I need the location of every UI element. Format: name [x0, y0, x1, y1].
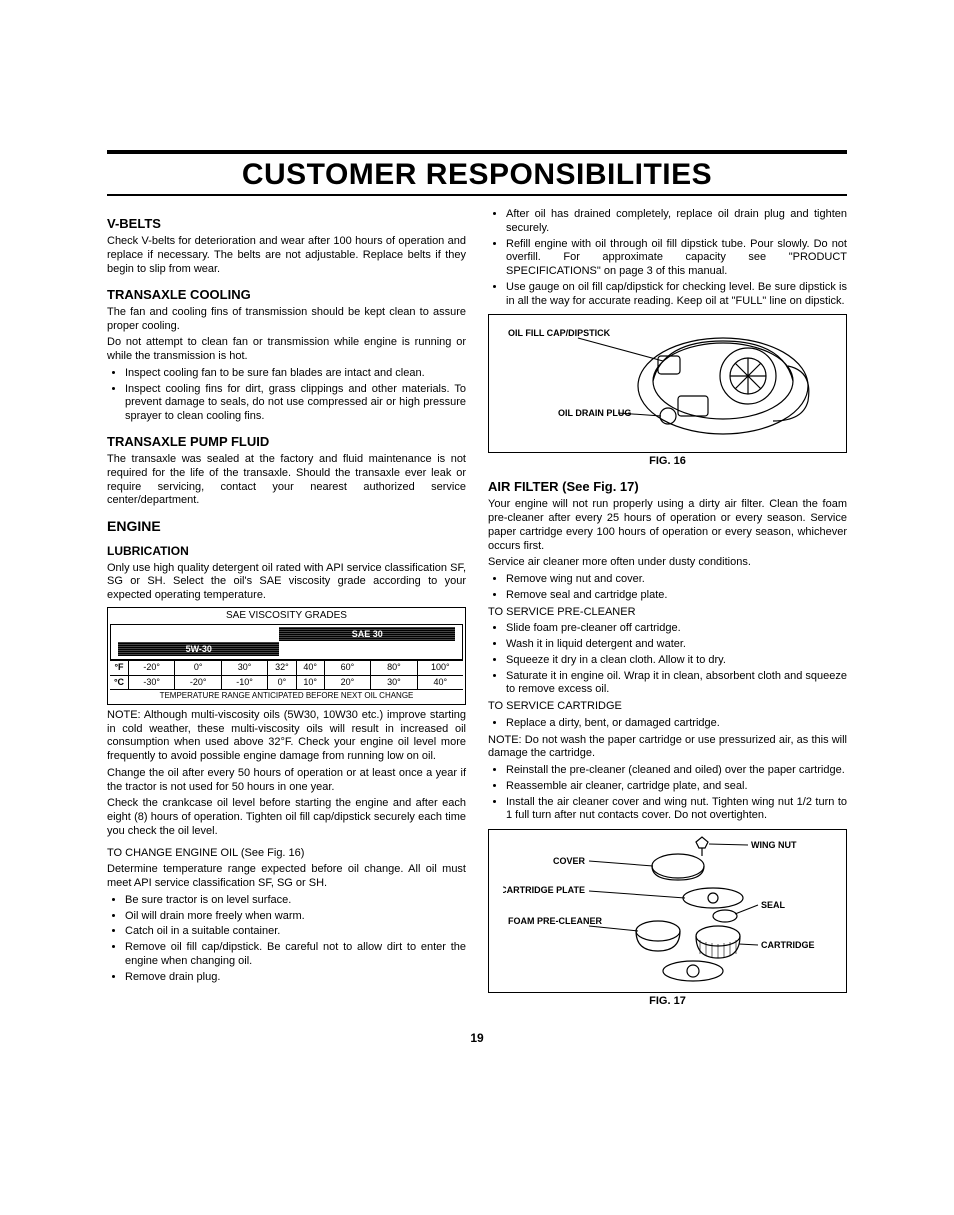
list-item: Reassemble air cleaner, cartridge plate,…: [506, 780, 847, 794]
air-filter-heading: AIR FILTER (See Fig. 17): [488, 479, 847, 495]
left-column: V-BELTS Check V-belts for deterioration …: [107, 206, 466, 1017]
visc-cell: -20°: [129, 661, 175, 674]
transaxle-cooling-heading: TRANSAXLE COOLING: [107, 287, 466, 303]
bullet-list: Be sure tractor is on level surface. Oil…: [107, 894, 466, 985]
rule-bottom: [107, 194, 847, 196]
visc-cell: 60°: [325, 661, 371, 674]
list-item: Oil will drain more freely when warm.: [125, 910, 466, 924]
fig17-label-plate: CARTRIDGE PLATE: [503, 885, 585, 895]
visc-cell: 32°: [268, 661, 296, 674]
viscosity-title: SAE VISCOSITY GRADES: [110, 610, 463, 623]
visc-cell: -20°: [175, 676, 221, 689]
list-item: Inspect cooling fins for dirt, grass cli…: [125, 383, 466, 424]
list-item: Reinstall the pre-cleaner (cleaned and o…: [506, 764, 847, 778]
body-text: Only use high quality detergent oil rate…: [107, 562, 466, 603]
engine-diagram: OIL FILL CAP/DIPSTICK OIL DRAIN PLUG: [503, 321, 833, 446]
bullet-list: Replace a dirty, bent, or damaged cartri…: [488, 717, 847, 731]
vbelts-heading: V-BELTS: [107, 216, 466, 232]
body-text: The fan and cooling fins of transmission…: [107, 306, 466, 334]
manual-page: CUSTOMER RESPONSIBILITIES V-BELTS Check …: [107, 150, 847, 1045]
visc-cell: -30°: [129, 676, 175, 689]
fig17-label-cover: COVER: [552, 856, 585, 866]
change-oil-heading: TO CHANGE ENGINE OIL (See Fig. 16): [107, 847, 466, 861]
visc-cell: 40°: [418, 676, 463, 689]
visc-cell: 30°: [371, 676, 417, 689]
air-filter-diagram: COVER CARTRIDGE PLATE FOAM PRE-CLEANER W…: [503, 836, 833, 986]
figure-16-box: OIL FILL CAP/DIPSTICK OIL DRAIN PLUG: [488, 314, 847, 453]
vbelts-text: Check V-belts for deterioration and wear…: [107, 235, 466, 276]
note-text: NOTE: Do not wash the paper cartridge or…: [488, 734, 847, 762]
visc-cell: 100°: [418, 661, 463, 674]
lubrication-heading: LUBRICATION: [107, 544, 466, 559]
list-item: Inspect cooling fan to be sure fan blade…: [125, 367, 466, 381]
right-column: After oil has drained completely, replac…: [488, 206, 847, 1017]
note-text: NOTE: Although multi-viscosity oils (5W3…: [107, 709, 466, 764]
viscosity-chart: SAE VISCOSITY GRADES 5W-30 SAE 30 °F -20…: [107, 607, 466, 705]
list-item: After oil has drained completely, replac…: [506, 208, 847, 236]
visc-cell: 20°: [325, 676, 371, 689]
list-item: Remove seal and cartridge plate.: [506, 589, 847, 603]
fig17-label-wingnut: WING NUT: [751, 840, 797, 850]
visc-cell: 30°: [222, 661, 268, 674]
body-text: Change the oil after every 50 hours of o…: [107, 767, 466, 795]
list-item: Remove oil fill cap/dipstick. Be careful…: [125, 941, 466, 969]
rule-top: [107, 150, 847, 154]
body-text: Service air cleaner more often under dus…: [488, 556, 847, 570]
bullet-list: Reinstall the pre-cleaner (cleaned and o…: [488, 764, 847, 823]
list-item: Replace a dirty, bent, or damaged cartri…: [506, 717, 847, 731]
visc-cell: -10°: [222, 676, 268, 689]
figure-17-caption: FIG. 17: [488, 995, 847, 1009]
visc-cell: °F: [110, 661, 129, 674]
visc-cell: 80°: [371, 661, 417, 674]
visc-cell: 0°: [175, 661, 221, 674]
list-item: Squeeze it dry in a clean cloth. Allow i…: [506, 654, 847, 668]
visc-cell: °C: [110, 676, 129, 689]
viscosity-bar-sae30: SAE 30: [279, 627, 455, 641]
visc-cell: 10°: [297, 676, 325, 689]
fig16-label-dipstick: OIL FILL CAP/DIPSTICK: [508, 328, 611, 338]
visc-cell: 40°: [297, 661, 325, 674]
figure-16-caption: FIG. 16: [488, 455, 847, 469]
viscosity-footer: TEMPERATURE RANGE ANTICIPATED BEFORE NEX…: [110, 689, 463, 702]
body-text: Your engine will not run properly using …: [488, 498, 847, 553]
list-item: Catch oil in a suitable container.: [125, 925, 466, 939]
list-item: Use gauge on oil fill cap/dipstick for c…: [506, 281, 847, 309]
bullet-list: Remove wing nut and cover. Remove seal a…: [488, 573, 847, 603]
fig17-label-foam: FOAM PRE-CLEANER: [508, 916, 602, 926]
viscosity-bars: 5W-30 SAE 30: [110, 624, 463, 660]
body-text: Determine temperature range expected bef…: [107, 863, 466, 891]
page-title: CUSTOMER RESPONSIBILITIES: [107, 158, 847, 192]
precleaner-heading: TO SERVICE PRE-CLEANER: [488, 606, 847, 620]
fig17-label-seal: SEAL: [761, 900, 786, 910]
viscosity-row-c: °C -30° -20° -10° 0° 10° 20° 30° 40°: [110, 675, 463, 689]
figure-17-box: COVER CARTRIDGE PLATE FOAM PRE-CLEANER W…: [488, 829, 847, 993]
list-item: Be sure tractor is on level surface.: [125, 894, 466, 908]
fig17-label-cartridge: CARTRIDGE: [761, 940, 815, 950]
viscosity-bar-5w30: 5W-30: [118, 642, 279, 656]
bullet-list: After oil has drained completely, replac…: [488, 208, 847, 308]
body-text: The transaxle was sealed at the factory …: [107, 453, 466, 508]
list-item: Remove wing nut and cover.: [506, 573, 847, 587]
engine-heading: ENGINE: [107, 518, 466, 536]
list-item: Install the air cleaner cover and wing n…: [506, 796, 847, 824]
list-item: Remove drain plug.: [125, 971, 466, 985]
body-text: Check the crankcase oil level before sta…: [107, 797, 466, 838]
viscosity-row-f: °F -20° 0° 30° 32° 40° 60° 80° 100°: [110, 660, 463, 674]
page-number: 19: [107, 1031, 847, 1045]
bullet-list: Inspect cooling fan to be sure fan blade…: [107, 367, 466, 424]
list-item: Wash it in liquid detergent and water.: [506, 638, 847, 652]
list-item: Slide foam pre-cleaner off cartridge.: [506, 622, 847, 636]
pump-fluid-heading: TRANSAXLE PUMP FLUID: [107, 434, 466, 450]
cartridge-heading: TO SERVICE CARTRIDGE: [488, 700, 847, 714]
content-columns: V-BELTS Check V-belts for deterioration …: [107, 206, 847, 1017]
list-item: Refill engine with oil through oil fill …: [506, 238, 847, 279]
bullet-list: Slide foam pre-cleaner off cartridge. Wa…: [488, 622, 847, 697]
visc-cell: 0°: [268, 676, 296, 689]
body-text: Do not attempt to clean fan or transmiss…: [107, 336, 466, 364]
list-item: Saturate it in engine oil. Wrap it in cl…: [506, 670, 847, 698]
